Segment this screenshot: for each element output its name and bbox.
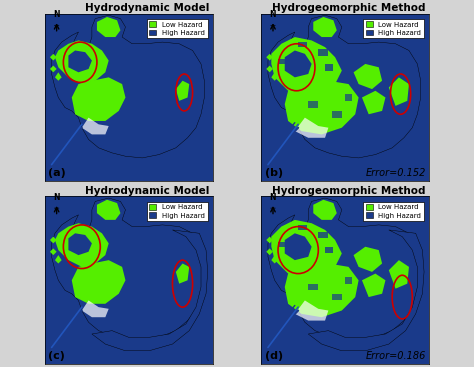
Polygon shape [308, 230, 424, 351]
Polygon shape [176, 81, 189, 101]
Polygon shape [50, 237, 57, 243]
Polygon shape [389, 260, 409, 289]
Text: Hydrodynamic Model: Hydrodynamic Model [85, 186, 210, 196]
Text: Hydrodynamic Model: Hydrodynamic Model [85, 3, 210, 13]
Polygon shape [52, 15, 204, 158]
Polygon shape [325, 64, 333, 70]
Polygon shape [50, 248, 57, 255]
Polygon shape [266, 54, 273, 61]
Text: (c): (c) [48, 351, 65, 361]
Text: (a): (a) [48, 168, 66, 178]
Polygon shape [308, 101, 319, 108]
Polygon shape [295, 118, 328, 138]
Text: (b): (b) [264, 168, 283, 178]
Polygon shape [55, 72, 62, 81]
Polygon shape [271, 255, 278, 264]
Polygon shape [82, 118, 109, 134]
Polygon shape [285, 264, 359, 317]
Legend: Low Hazard, High Hazard: Low Hazard, High Hazard [363, 19, 424, 39]
Polygon shape [319, 49, 328, 55]
Text: Error=0.152: Error=0.152 [365, 168, 426, 178]
Polygon shape [362, 91, 385, 114]
Polygon shape [72, 260, 126, 304]
Text: Hydrogeomorphic Method: Hydrogeomorphic Method [272, 3, 426, 13]
Polygon shape [82, 301, 109, 317]
Polygon shape [319, 232, 328, 238]
Polygon shape [354, 247, 382, 272]
Polygon shape [313, 17, 337, 37]
Polygon shape [266, 66, 273, 72]
Legend: Low Hazard, High Hazard: Low Hazard, High Hazard [146, 19, 208, 39]
Polygon shape [55, 40, 109, 84]
Text: N: N [54, 193, 60, 202]
Polygon shape [295, 301, 328, 321]
Polygon shape [325, 247, 333, 254]
Polygon shape [345, 94, 352, 101]
Polygon shape [68, 233, 92, 255]
Polygon shape [354, 64, 382, 89]
Polygon shape [298, 42, 307, 47]
Polygon shape [285, 81, 359, 134]
Polygon shape [68, 51, 92, 72]
Polygon shape [285, 233, 311, 260]
Polygon shape [308, 284, 319, 290]
Text: Hydrogeomorphic Method: Hydrogeomorphic Method [272, 186, 426, 196]
Polygon shape [97, 17, 120, 37]
Polygon shape [50, 54, 57, 61]
Polygon shape [55, 255, 62, 264]
Polygon shape [176, 264, 189, 284]
Polygon shape [271, 72, 278, 81]
Legend: Low Hazard, High Hazard: Low Hazard, High Hazard [363, 201, 424, 221]
Polygon shape [278, 242, 285, 247]
Polygon shape [285, 51, 311, 77]
Polygon shape [313, 200, 337, 220]
Polygon shape [271, 220, 342, 280]
Polygon shape [72, 77, 126, 121]
Polygon shape [298, 225, 307, 230]
Polygon shape [345, 277, 352, 284]
Text: N: N [270, 193, 276, 202]
Polygon shape [362, 273, 385, 297]
Polygon shape [332, 111, 342, 118]
Polygon shape [266, 248, 273, 255]
Polygon shape [97, 200, 120, 220]
Text: Error=0.186: Error=0.186 [365, 351, 426, 361]
Text: (d): (d) [264, 351, 283, 361]
Text: N: N [270, 10, 276, 19]
Polygon shape [278, 59, 285, 64]
Polygon shape [50, 66, 57, 72]
Polygon shape [271, 37, 342, 98]
Polygon shape [332, 294, 342, 301]
Legend: Low Hazard, High Hazard: Low Hazard, High Hazard [146, 201, 208, 221]
Polygon shape [92, 230, 208, 351]
Text: N: N [54, 10, 60, 19]
Polygon shape [55, 223, 109, 267]
Polygon shape [389, 77, 409, 106]
Polygon shape [52, 198, 204, 341]
Polygon shape [266, 237, 273, 243]
Polygon shape [268, 15, 421, 158]
Polygon shape [268, 198, 421, 341]
